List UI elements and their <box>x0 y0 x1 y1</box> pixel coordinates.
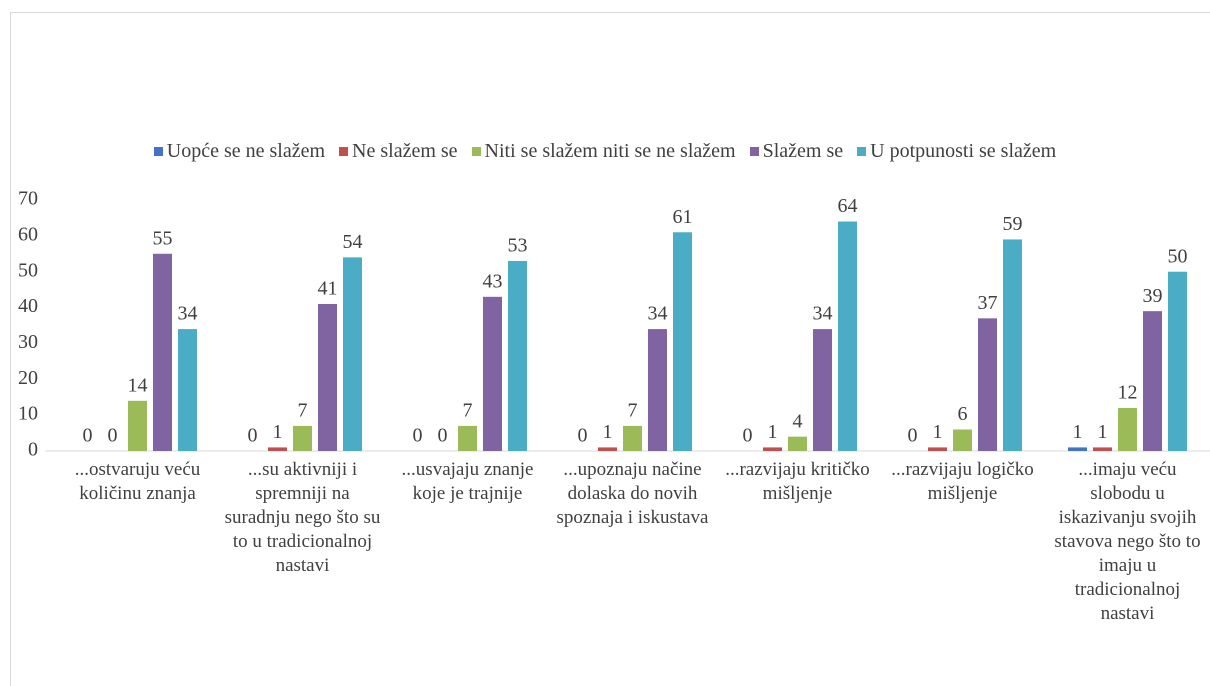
x-tick-label: ...razvijaju logičko mišljenje <box>891 459 1034 504</box>
data-label: 7 <box>628 399 638 421</box>
bar <box>928 447 947 451</box>
legend-item: Uopće se ne slažem <box>153 140 326 163</box>
data-label: 0 <box>908 425 918 447</box>
y-tick-label: 50 <box>18 259 38 281</box>
chart-frame <box>10 12 1210 686</box>
bar <box>508 260 527 451</box>
legend-item: U potpunosti se slažem <box>857 140 1056 163</box>
bar <box>1093 447 1112 451</box>
legend-item: Ne slažem se <box>339 140 458 163</box>
x-tick-label: ...ostvaruju veću količinu znanja <box>74 459 201 504</box>
data-label: 4 <box>793 410 803 432</box>
data-label: 1 <box>603 421 613 443</box>
data-label: 6 <box>958 403 968 425</box>
bar <box>1168 271 1187 451</box>
data-label: 1 <box>768 421 778 443</box>
y-tick-label: 70 <box>18 188 38 210</box>
bar <box>1003 239 1022 451</box>
data-label: 55 <box>153 227 173 249</box>
bar <box>598 447 617 451</box>
bar <box>128 400 147 451</box>
legend-swatch <box>471 147 481 156</box>
bar <box>813 329 832 451</box>
bar <box>1118 407 1137 451</box>
data-label: 1 <box>1098 421 1108 443</box>
bar <box>648 329 667 451</box>
data-label: 34 <box>178 303 198 325</box>
data-label: 12 <box>1118 382 1138 404</box>
x-tick-label: ...razvijaju kritičko mišljenje <box>725 459 870 504</box>
bar <box>268 447 287 451</box>
data-label: 34 <box>813 303 833 325</box>
data-label: 41 <box>318 278 338 300</box>
bar <box>673 232 692 451</box>
bar <box>1143 311 1162 451</box>
x-tick-label: ...imaju veću slobodu u iskazivanju svoj… <box>1054 459 1201 624</box>
data-label: 37 <box>978 292 998 314</box>
data-label: 59 <box>1003 213 1023 235</box>
x-tick-label: ...usvajaju znanje koje je trajnije <box>401 459 534 504</box>
data-label: 14 <box>128 374 148 396</box>
x-tick-label: ...upoznaju načine dolaska do novih spoz… <box>556 459 709 528</box>
legend: Uopće se ne slažem Ne slažem se Niti se sl… <box>0 140 1210 163</box>
bar <box>623 425 642 451</box>
data-label: 0 <box>743 425 753 447</box>
data-label: 64 <box>838 195 858 217</box>
data-label: 0 <box>108 425 118 447</box>
data-label: 0 <box>438 425 448 447</box>
y-tick-label: 10 <box>18 403 38 425</box>
bar <box>978 318 997 451</box>
bar <box>483 296 502 451</box>
data-label: 0 <box>413 425 423 447</box>
data-label: 61 <box>673 206 693 228</box>
bar <box>788 436 807 451</box>
legend-label: Uopće se ne slažem <box>166 140 326 162</box>
data-label: 0 <box>83 425 93 447</box>
legend-label: Niti se slažem niti se ne slažem <box>484 140 736 162</box>
legend-swatch <box>749 147 759 156</box>
legend-item: Slažem se <box>749 140 844 163</box>
legend-swatch <box>153 147 163 156</box>
data-label: 0 <box>248 425 258 447</box>
data-label: 50 <box>1168 245 1188 267</box>
y-tick-label: 20 <box>18 367 38 389</box>
legend-swatch <box>339 147 349 156</box>
data-label: 7 <box>298 399 308 421</box>
y-tick-label: 0 <box>28 439 38 461</box>
x-tick-label: ...su aktivniji i spremniji na suradnju … <box>224 459 381 576</box>
data-label: 39 <box>1143 285 1163 307</box>
bar <box>953 429 972 451</box>
data-label: 43 <box>483 270 503 292</box>
legend-label: Slažem se <box>762 140 844 162</box>
legend-item: Niti se slažem niti se ne slažem <box>471 140 736 163</box>
data-label: 1 <box>933 421 943 443</box>
bar <box>763 447 782 451</box>
bar <box>318 303 337 451</box>
bar <box>1068 447 1087 451</box>
data-label: 7 <box>463 399 473 421</box>
bar <box>838 221 857 451</box>
legend-label: Ne slažem se <box>352 140 458 162</box>
bar <box>153 253 172 451</box>
legend-label: U potpunosti se slažem <box>870 140 1057 162</box>
bar <box>458 425 477 451</box>
legend-swatch <box>857 147 867 156</box>
data-label: 1 <box>273 421 283 443</box>
data-label: 34 <box>648 303 668 325</box>
y-tick-label: 30 <box>18 331 38 353</box>
y-tick-label: 40 <box>18 295 38 317</box>
data-label: 53 <box>508 235 528 257</box>
y-tick-label: 60 <box>18 223 38 245</box>
data-label: 1 <box>1073 421 1083 443</box>
bar <box>178 329 197 451</box>
data-label: 0 <box>578 425 588 447</box>
bar <box>343 257 362 451</box>
bar <box>293 425 312 451</box>
data-label: 54 <box>343 231 363 253</box>
